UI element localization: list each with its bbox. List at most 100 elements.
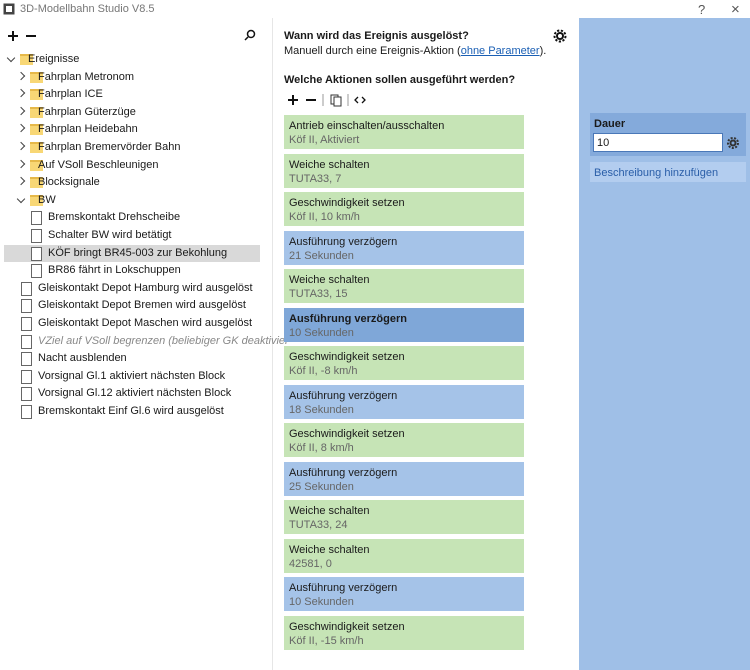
tree-label[interactable]: VZiel auf VSoll begrenzen (beliebiger GK… <box>38 334 289 347</box>
action-title: Ausführung verzögern <box>289 582 398 594</box>
action-card[interactable] <box>284 384 524 419</box>
action-detail: 25 Sekunden <box>289 480 354 493</box>
action-card[interactable] <box>284 307 524 342</box>
tree-label[interactable]: Fahrplan ICE <box>38 88 103 101</box>
document-icon <box>31 264 42 279</box>
action-card[interactable] <box>284 423 524 457</box>
action-title: Weiche schalten <box>289 505 370 517</box>
document-icon <box>21 352 32 367</box>
action-title: Geschwindigkeit setzen <box>289 428 405 440</box>
action-title: Ausführung verzögern <box>289 466 398 479</box>
action-card[interactable] <box>284 115 524 149</box>
action-detail: Köf II, 10 km/h <box>289 211 360 223</box>
action-detail: 18 Sekunden <box>289 403 354 416</box>
tree-label[interactable]: Fahrplan Heidebahn <box>38 123 138 136</box>
document-icon <box>21 281 32 296</box>
tree-label[interactable]: Fahrplan Güterzüge <box>38 105 136 118</box>
action-card[interactable] <box>284 615 524 650</box>
folder-icon <box>30 159 43 171</box>
tree-label[interactable]: Fahrplan Bremervörder Bahn <box>38 141 181 153</box>
tree-label[interactable]: Vorsignal Gl.12 aktiviert nächsten Block <box>38 387 232 400</box>
action-title: Weiche schalten <box>289 274 370 286</box>
action-detail: 10 Sekunden <box>289 326 354 339</box>
tree-label[interactable]: Bremskontakt Drehscheibe <box>48 211 181 224</box>
tree-row[interactable] <box>4 244 260 262</box>
left-panel <box>0 18 273 670</box>
action-detail: 21 Sekunden <box>289 249 354 262</box>
tree-label[interactable]: BW <box>38 193 56 206</box>
action-title: Antrieb einschalten/ausschalten <box>289 120 445 132</box>
folder-icon <box>30 71 43 83</box>
folder-icon <box>30 89 43 101</box>
document-icon <box>21 299 32 314</box>
property-value[interactable]: 10 <box>597 137 610 149</box>
action-detail: Köf II, Aktiviert <box>289 134 360 146</box>
window-title: 3D-Modellbahn Studio V8.5 <box>20 3 155 15</box>
action-title: Weiche schalten <box>289 158 370 171</box>
tree-label[interactable]: Vorsignal Gl.1 aktiviert nächsten Block <box>38 369 226 382</box>
add-description[interactable]: Beschreibung hinzufügen <box>594 167 719 179</box>
app-icon <box>3 3 15 15</box>
document-icon <box>31 211 42 226</box>
actions-heading: Welche Aktionen sollen ausgeführt werden… <box>284 74 516 86</box>
tree-label[interactable]: Nacht ausblenden <box>38 352 127 365</box>
folder-icon <box>30 194 43 206</box>
action-card[interactable] <box>284 230 524 265</box>
folder-icon <box>30 142 43 153</box>
action-title: Geschwindigkeit setzen <box>289 351 405 363</box>
action-card[interactable] <box>284 538 524 573</box>
settings-icon[interactable] <box>726 136 740 150</box>
action-detail: Köf II, -8 km/h <box>289 365 358 377</box>
action-card[interactable] <box>284 500 524 534</box>
action-card[interactable] <box>284 269 524 303</box>
action-title: Geschwindigkeit setzen <box>289 620 405 633</box>
action-detail: Köf II, 8 km/h <box>289 442 354 454</box>
tree-label[interactable]: Ereignisse <box>28 53 80 65</box>
trigger-question: Wann wird das Ereignis ausgelöst? <box>284 30 469 42</box>
document-icon <box>21 369 32 384</box>
action-card[interactable] <box>284 461 524 496</box>
action-detail: 42581, 0 <box>289 557 332 570</box>
close-button[interactable]: × <box>731 1 740 18</box>
help-button[interactable]: ? <box>698 2 706 17</box>
tree-label[interactable]: BR86 fährt in Lokschuppen <box>48 264 181 277</box>
property-label: Dauer <box>594 118 626 130</box>
tree-label[interactable]: Fahrplan Metronom <box>38 70 134 83</box>
tree-label[interactable]: Bremskontakt Einf Gl.6 wird ausgelöst <box>38 405 224 417</box>
tree-label[interactable]: KÖF bringt BR45-003 zur Bekohlung <box>48 246 228 259</box>
action-title: Ausführung verzögern <box>289 312 407 325</box>
action-card[interactable] <box>284 192 524 226</box>
value-input[interactable] <box>593 133 723 152</box>
folder-icon <box>30 177 43 189</box>
folder-icon <box>20 54 33 65</box>
action-detail: TUTA33, 7 <box>289 172 342 185</box>
action-card[interactable] <box>284 153 524 188</box>
toolbar-icons <box>8 29 567 107</box>
folder-icon <box>30 106 43 118</box>
action-title: Weiche schalten <box>289 543 370 556</box>
trigger-prefix: Manuell durch eine Ereignis-Aktion ( <box>284 45 461 57</box>
tree-label[interactable]: Gleiskontakt Depot Hamburg wird ausgelös… <box>38 281 253 294</box>
action-title: Ausführung verzögern <box>289 235 398 248</box>
action-title: Ausführung verzögern <box>289 389 398 402</box>
action-card[interactable] <box>284 346 524 380</box>
tree-label[interactable]: Gleiskontakt Depot Maschen wird ausgelös… <box>38 317 252 329</box>
document-icon <box>21 334 32 349</box>
tree-label[interactable]: Blocksignale <box>38 176 100 189</box>
document-icon <box>31 229 42 243</box>
tree-label[interactable]: Auf VSoll Beschleunigen <box>38 158 159 171</box>
trigger-line: Manuell durch eine Ereignis-Aktion (ohne… <box>284 45 546 57</box>
document-icon <box>21 317 32 331</box>
document-icon <box>21 405 32 419</box>
action-detail: Köf II, -15 km/h <box>289 634 364 647</box>
document-icon <box>21 387 32 402</box>
description-bar[interactable] <box>590 162 746 182</box>
action-detail: TUTA33, 24 <box>289 519 348 531</box>
trigger-suffix: ). <box>539 45 547 57</box>
action-detail: 10 Sekunden <box>289 596 354 608</box>
tree-label[interactable]: Gleiskontakt Depot Bremen wird ausgelöst <box>38 299 246 312</box>
action-card[interactable] <box>284 577 524 611</box>
trigger-link[interactable]: ohne Parameter <box>460 45 540 57</box>
tree-label[interactable]: Schalter BW wird betätigt <box>48 229 172 241</box>
